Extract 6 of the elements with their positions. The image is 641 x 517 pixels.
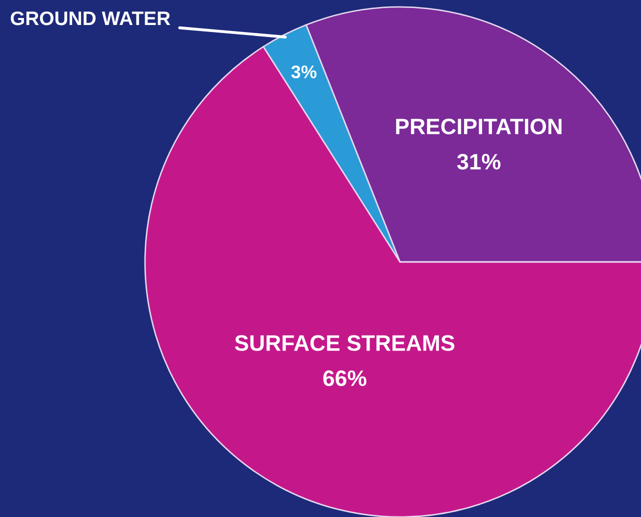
data-label: 31% — [457, 154, 500, 170]
data-label: 66% — [323, 370, 366, 386]
slice-label: GROUND WATER — [10, 11, 170, 26]
slice-label: PRECIPITATION — [396, 118, 562, 134]
slice-label: SURFACE STREAMS — [234, 335, 454, 351]
data-label: 3% — [291, 65, 316, 78]
